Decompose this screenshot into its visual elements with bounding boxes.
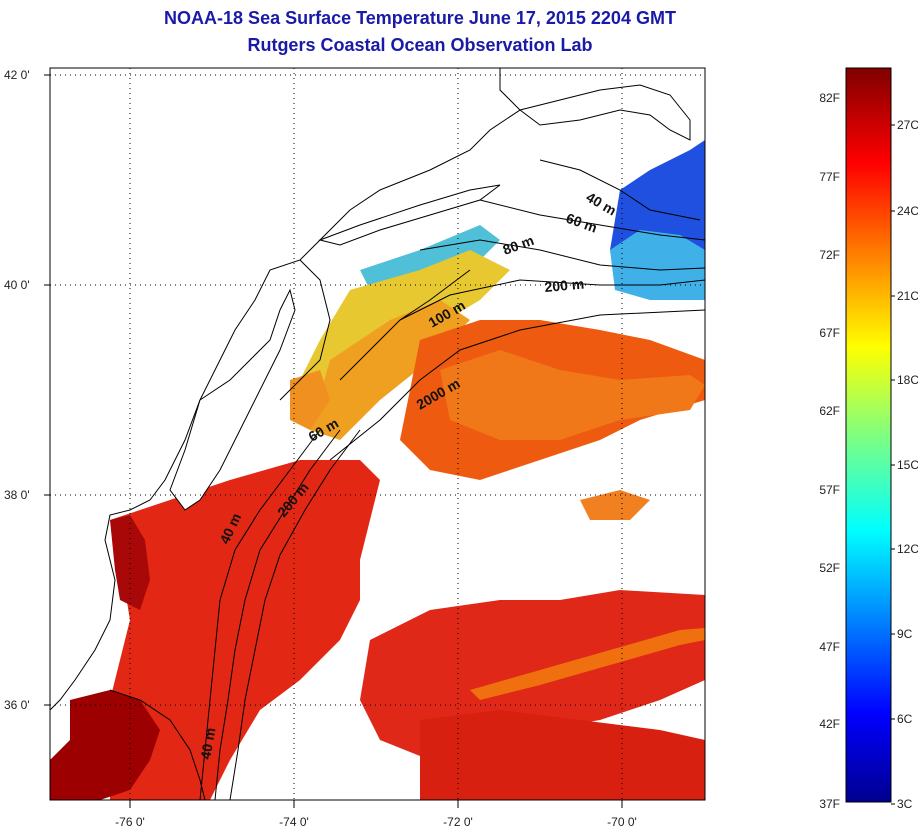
contour-shelf-south-1 [199, 429, 321, 800]
contour-200m-north [399, 279, 705, 321]
fahrenheit-labels: 82F 77F 72F 67F 62F 57F 52F 47F 42F 37F [819, 91, 840, 811]
contour-label: 40 m [197, 726, 218, 760]
delmarva [169, 288, 296, 511]
bathymetry-contours [199, 159, 705, 800]
sst-south-offshore-2 [420, 710, 705, 800]
map-frame [49, 67, 706, 801]
lon-tick-label: -72 0' [443, 815, 473, 829]
sst-small-patch [580, 490, 650, 520]
us-east-coast [50, 68, 521, 711]
colorbar-f-label: 82F [819, 91, 840, 105]
colorbar-f-label: 37F [819, 797, 840, 811]
sst-south-warm [110, 460, 380, 800]
sst-gulfstream-orange [440, 350, 705, 440]
colorbar-c-label: 27C [897, 118, 918, 132]
contour-80m [419, 239, 705, 271]
contour-shelf-mid [339, 269, 471, 381]
sst-shelf-orange [310, 300, 470, 440]
lat-tick-label: 36 0' [4, 698, 30, 712]
colorbar-f-label: 62F [819, 404, 840, 418]
lon-tick-label: -70 0' [607, 815, 637, 829]
colorbar-f-label: 57F [819, 483, 840, 497]
colorbar-f-label: 42F [819, 717, 840, 731]
longitude-labels: -76 0' -74 0' -72 0' -70 0' [115, 815, 637, 829]
outer-banks [109, 689, 206, 800]
nj-coast [279, 259, 331, 401]
coastline [50, 68, 691, 800]
lat-tick-label: 38 0' [4, 488, 30, 502]
contour-label: 60 m [564, 210, 599, 236]
colorbar-f-label: 52F [819, 561, 840, 575]
map-subtitle: Rutgers Coastal Ocean Observation Lab [247, 35, 593, 55]
colorbar-f-label: 77F [819, 170, 840, 184]
contour-label: 40 m [584, 189, 620, 219]
contour-shelf-south-2 [214, 429, 341, 800]
celsius-labels: 27C 24C 21C 18C 15C 12C 9C 6C 3C [891, 118, 918, 811]
sst-chesapeake-hot [110, 515, 150, 610]
temperature-colorbar: 82F 77F 72F 67F 62F 57F 52F 47F 42F 37F 27C 24C 21C… [819, 67, 918, 811]
colorbar-c-label: 6C [897, 712, 913, 726]
colorbar-gradient [845, 67, 892, 803]
lon-tick-label: -76 0' [115, 815, 145, 829]
colorbar-c-label: 9C [897, 627, 913, 641]
sst-map: 42 0'40 0'38 0'36 0' -76 0' -74 0' -72 0' -… [4, 67, 706, 829]
colorbar-c-label: 15C [897, 458, 918, 472]
sst-nj-shelf [290, 370, 330, 430]
colorbar-c-label: 12C [897, 542, 918, 556]
contour-2000m [329, 309, 705, 461]
sst-bay-hot [50, 690, 160, 800]
colorbar-f-label: 47F [819, 640, 840, 654]
colorbar-f-label: 67F [819, 326, 840, 340]
cape-cod [518, 84, 691, 141]
colorbar-c-label: 3C [897, 797, 913, 811]
long-island [318, 184, 501, 246]
lat-tick-label: 42 0' [4, 68, 30, 82]
colorbar-c-label: 18C [897, 373, 918, 387]
lat-tick-label: 40 0' [4, 278, 30, 292]
latitude-labels: 42 0' 40 0' 38 0' 36 0' [4, 68, 30, 712]
sst-warm-band [470, 628, 705, 700]
contour-40m [539, 159, 701, 221]
contour-label: 200 m [544, 276, 585, 295]
lon-tick-label: -74 0' [279, 815, 309, 829]
colorbar-c-label: 21C [897, 289, 918, 303]
colorbar-c-label: 24C [897, 204, 918, 218]
contour-label: 80 m [501, 232, 536, 258]
map-title: NOAA-18 Sea Surface Temperature June 17,… [164, 8, 676, 28]
sst-imagery [50, 140, 705, 800]
contour-shelf-south-3 [229, 429, 361, 800]
graticule [44, 68, 705, 808]
contour-60m [479, 199, 705, 241]
colorbar-f-label: 72F [819, 248, 840, 262]
